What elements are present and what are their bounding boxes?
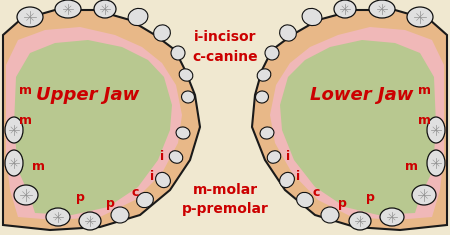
Ellipse shape — [156, 172, 171, 188]
Ellipse shape — [265, 46, 279, 60]
Ellipse shape — [412, 185, 436, 205]
Ellipse shape — [260, 127, 274, 139]
Ellipse shape — [279, 172, 294, 188]
Text: Upper Jaw: Upper Jaw — [36, 86, 140, 104]
Text: c: c — [312, 187, 319, 200]
Polygon shape — [252, 10, 447, 230]
Ellipse shape — [297, 192, 313, 208]
Ellipse shape — [407, 7, 433, 27]
Ellipse shape — [137, 192, 153, 208]
Ellipse shape — [14, 185, 38, 205]
Ellipse shape — [334, 0, 356, 18]
Ellipse shape — [321, 207, 339, 223]
Polygon shape — [3, 10, 200, 230]
Text: m-molar
p-premolar: m-molar p-premolar — [181, 183, 269, 216]
Text: i-incisor
c-canine: i-incisor c-canine — [192, 30, 258, 63]
Ellipse shape — [17, 7, 43, 27]
Polygon shape — [14, 40, 172, 215]
Ellipse shape — [153, 25, 171, 41]
Ellipse shape — [427, 117, 445, 143]
Text: Lower Jaw: Lower Jaw — [310, 86, 414, 104]
Ellipse shape — [128, 8, 148, 26]
Text: i: i — [150, 171, 154, 184]
Text: p: p — [338, 196, 346, 209]
Ellipse shape — [349, 212, 371, 230]
Text: i: i — [160, 150, 164, 164]
Ellipse shape — [111, 207, 129, 223]
Ellipse shape — [427, 150, 445, 176]
Text: p: p — [365, 191, 374, 204]
Ellipse shape — [171, 46, 185, 60]
Text: m: m — [418, 83, 432, 97]
Text: m: m — [18, 114, 32, 126]
Ellipse shape — [79, 212, 101, 230]
Polygon shape — [280, 40, 436, 215]
Ellipse shape — [257, 69, 271, 81]
Ellipse shape — [267, 151, 281, 163]
Text: i: i — [296, 171, 300, 184]
Ellipse shape — [46, 208, 70, 226]
Ellipse shape — [380, 208, 404, 226]
Text: i: i — [286, 150, 290, 164]
Ellipse shape — [302, 8, 322, 26]
Ellipse shape — [256, 91, 269, 103]
Text: m: m — [32, 161, 45, 173]
Ellipse shape — [179, 69, 193, 81]
Text: m: m — [418, 114, 432, 126]
Ellipse shape — [169, 151, 183, 163]
Polygon shape — [270, 27, 444, 220]
Ellipse shape — [5, 150, 23, 176]
Ellipse shape — [176, 127, 190, 139]
Ellipse shape — [55, 0, 81, 18]
Text: m: m — [18, 83, 32, 97]
Ellipse shape — [279, 25, 297, 41]
Ellipse shape — [369, 0, 395, 18]
Polygon shape — [6, 27, 182, 220]
Ellipse shape — [5, 117, 23, 143]
Text: p: p — [76, 191, 85, 204]
Text: p: p — [106, 196, 114, 209]
Ellipse shape — [181, 91, 194, 103]
Text: m: m — [405, 161, 418, 173]
Ellipse shape — [94, 0, 116, 18]
Text: c: c — [131, 187, 139, 200]
